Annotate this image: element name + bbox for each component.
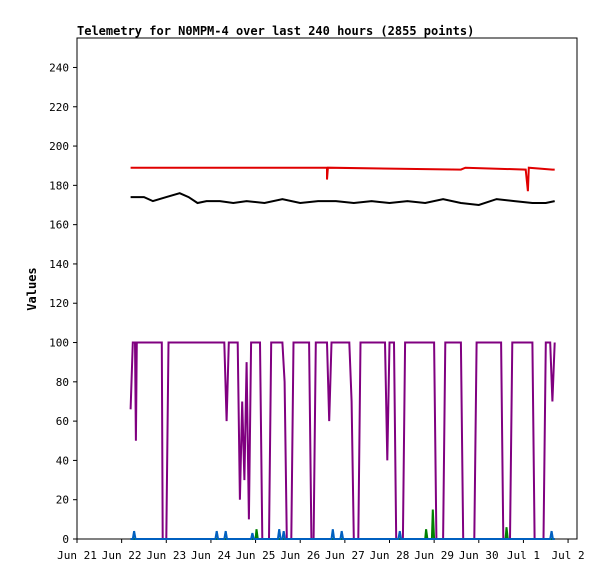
x-tick-label: Jun 30 <box>459 549 499 562</box>
y-tick-label: 220 <box>49 101 69 114</box>
y-tick-label: 0 <box>62 533 69 546</box>
y-tick-label: 240 <box>49 61 69 74</box>
x-tick-label: Jun 29 <box>414 549 454 562</box>
series-line-5 <box>130 529 555 540</box>
x-tick-label: Jun 21 <box>57 549 97 562</box>
x-tick-label: Jun 24 <box>191 549 231 562</box>
x-tick-label: Jun 22 <box>102 549 142 562</box>
y-axis: 0 20 40 60 80 100 120 140 160 180 200 220 240 <box>49 61 77 546</box>
series-line-3 <box>129 341 556 540</box>
y-tick-label: 120 <box>49 297 69 310</box>
x-tick-label: Jul 1 <box>507 549 540 562</box>
y-tick-label: 180 <box>49 179 69 192</box>
y-tick-label: 160 <box>49 219 69 232</box>
y-tick-label: 60 <box>56 415 69 428</box>
series-line-1 <box>130 166 555 192</box>
series-line-2 <box>130 192 555 207</box>
x-tick-label: Jun 26 <box>280 549 320 562</box>
y-tick-label: 80 <box>56 376 69 389</box>
x-axis: Jun 21 Jun 22 Jun 23 Jun 24 Jun 25 Jun 26 Jun … <box>57 539 585 562</box>
y-tick-label: 100 <box>49 337 69 350</box>
x-tick-label: Jun 23 <box>146 549 186 562</box>
x-tick-label: Jun 28 <box>370 549 410 562</box>
y-tick-label: 20 <box>56 494 69 507</box>
chart-title: Telemetry for N0MPM-4 over last 240 hour… <box>77 24 474 38</box>
x-tick-label: Jul 2 <box>552 549 585 562</box>
x-tick-label: Jun 25 <box>236 549 276 562</box>
series-layer <box>129 166 556 540</box>
y-tick-label: 40 <box>56 454 69 467</box>
y-tick-label: 200 <box>49 140 69 153</box>
y-axis-label: Values <box>25 267 39 310</box>
y-tick-label: 140 <box>49 258 69 271</box>
x-tick-label: Jun 27 <box>325 549 365 562</box>
